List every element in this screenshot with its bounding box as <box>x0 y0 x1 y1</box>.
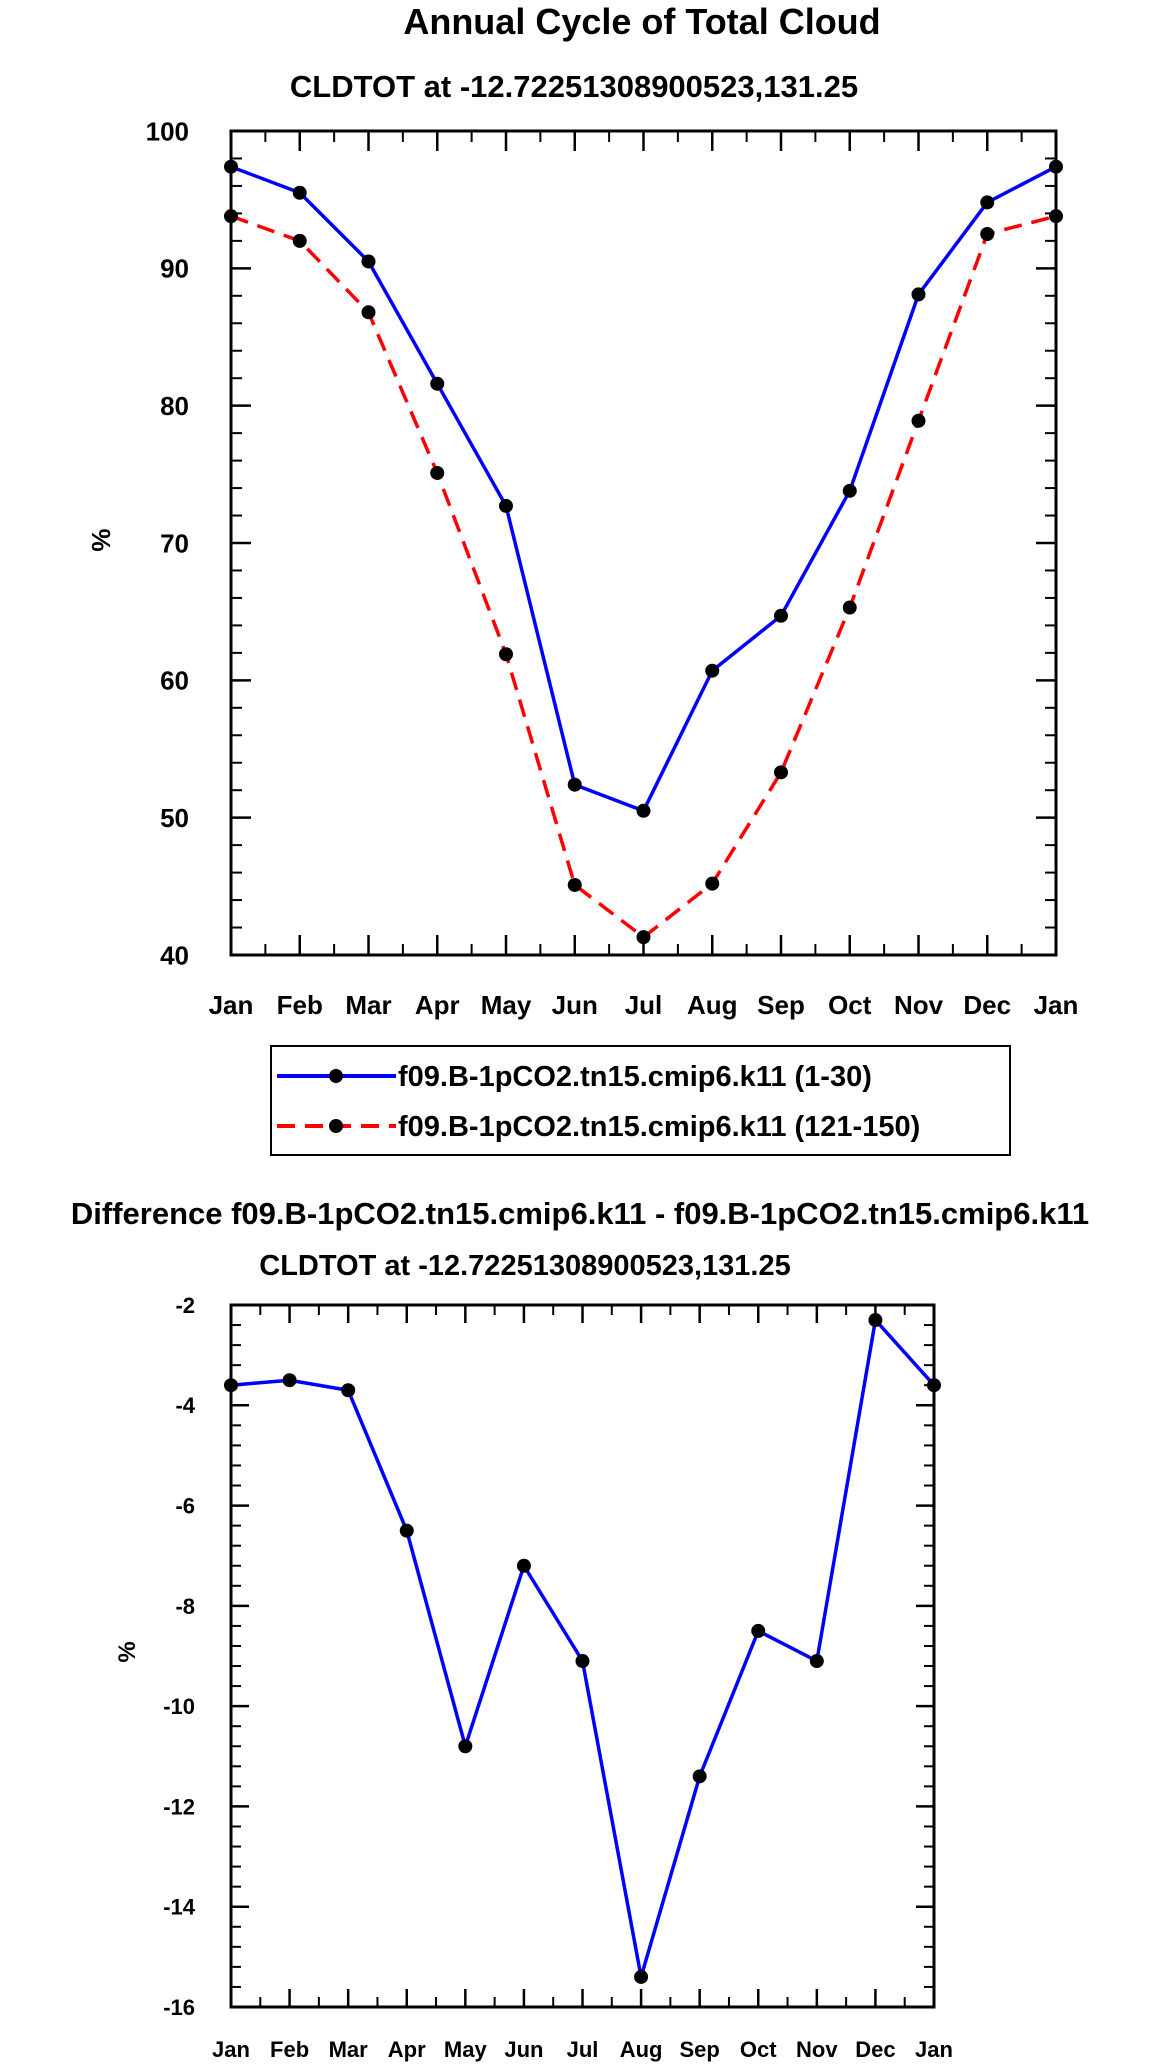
chart2-title: Difference f09.B-1pCO2.tn15.cmip6.k11 - … <box>71 1196 1089 1231</box>
chart1-series-1-point <box>499 498 513 513</box>
chart1-xtick-label: Feb <box>277 990 323 1020</box>
chart2-ytick-label: -2 <box>175 1293 195 1318</box>
legend-marker-series-1 <box>329 1069 343 1083</box>
chart1-series-2-point <box>774 765 788 780</box>
chart1-series-1-point <box>361 254 376 269</box>
chart2-ytick-label: -12 <box>163 1794 195 1819</box>
chart2-xtick-label: Feb <box>270 2037 309 2062</box>
chart2-xtick-label: Aug <box>620 2037 663 2062</box>
chart1-series-2-point <box>980 227 995 241</box>
chart1-subtitle: CLDTOT at -12.72251308900523,131.25 <box>290 69 858 104</box>
chart2-xtick-label: Nov <box>796 2037 838 2062</box>
chart2-subtitle: CLDTOT at -12.72251308900523,131.25 <box>259 1250 791 1282</box>
chart1-frame <box>229 129 1058 957</box>
chart1-series-2-point <box>842 600 857 615</box>
chart1-series-2-point <box>224 209 238 224</box>
chart1-ytick-label: 100 <box>146 116 189 146</box>
chart2-series-1-point <box>809 1654 824 1669</box>
chart2-xtick-label: Dec <box>855 2037 895 2062</box>
chart1-series-2-point <box>430 465 445 480</box>
chart2-series-1-point <box>751 1623 766 1638</box>
chart1-series-1-point <box>224 159 238 174</box>
chart1-series-2-line <box>230 214 1057 939</box>
chart2-ytick-label: -4 <box>175 1393 195 1418</box>
chart2-series-1-point <box>927 1378 941 1393</box>
chart1-xtick-label: Jan <box>209 990 254 1020</box>
chart1-series-2-point <box>705 876 720 891</box>
chart2-series-1-point <box>458 1739 473 1754</box>
chart1-xtick-label: Sep <box>757 990 805 1020</box>
chart2-series-1-point <box>634 1969 649 1984</box>
chart1-xtick-label: Jan <box>1034 990 1079 1020</box>
chart2-ytick-label: -14 <box>163 1895 196 1920</box>
chart1-ytick-label: 60 <box>160 666 189 696</box>
chart2-plot-area: Jan Feb Mar Apr May Jun Jul Aug Sep Oct Nov Dec Jan-… <box>163 1293 953 2062</box>
chart2-series-1-point <box>692 1769 707 1784</box>
chart1-ytick-label: 50 <box>160 803 189 833</box>
chart2-ytick-label: -10 <box>163 1694 195 1719</box>
chart1-ytick-label: 70 <box>160 528 189 558</box>
chart1-plot-area: Jan Feb Mar Apr May Jun Jul Aug Sep Oct Nov Dec Jan 4… <box>146 116 1079 1020</box>
chart2-series-1-point <box>516 1558 531 1573</box>
chart1-legend: f09.B-1pCO2.tn15.cmip6.k11 (1-30) f09.B-… <box>270 1045 1011 1156</box>
chart1-xtick-label: Dec <box>963 990 1011 1020</box>
chart1-series-2-point <box>636 930 651 945</box>
chart2-xtick-label: Jul <box>567 2037 599 2062</box>
legend-label-series-2: f09.B-1pCO2.tn15.cmip6.k11 (121-150) <box>398 1111 920 1143</box>
chart2-xtick-label: Jan <box>212 2037 250 2062</box>
chart1-xtick-label: Aug <box>687 990 738 1020</box>
legend-label-series-1: f09.B-1pCO2.tn15.cmip6.k11 (1-30) <box>398 1061 872 1093</box>
chart1-series-2-point <box>1049 209 1063 224</box>
chart1-series-2-point <box>361 305 376 320</box>
chart2-ytick-label: -8 <box>175 1594 195 1619</box>
chart2-ytick-label: -16 <box>163 1995 195 2020</box>
chart2-xtick-label: Oct <box>740 2037 777 2062</box>
chart1-series-1-point <box>705 663 720 678</box>
chart2-ytick-label: -6 <box>175 1493 195 1518</box>
chart1-xtick-label: Apr <box>415 990 460 1020</box>
chart2-xtick-label: Jan <box>915 2037 953 2062</box>
chart1-xtick-label: Mar <box>345 990 391 1020</box>
legend-box <box>270 1045 1011 1156</box>
chart1-series-1-point <box>911 287 926 302</box>
chart1-xtick-label: Jul <box>625 990 663 1020</box>
chart2-xtick-label: Jun <box>504 2037 543 2062</box>
chart2-xtick-label: Mar <box>329 2037 369 2062</box>
chart1-xtick-label: Jun <box>552 990 598 1020</box>
chart1-series-2-point <box>567 877 582 892</box>
chart1-title: Annual Cycle of Total Cloud <box>403 1 880 42</box>
chart2-series-1-point <box>224 1378 238 1393</box>
chart2-series-1-point <box>399 1523 414 1538</box>
chart1-series-2-point <box>292 233 307 248</box>
chart1-xtick-label: May <box>481 990 532 1020</box>
chart1-xtick-label: Nov <box>894 990 944 1020</box>
chart1-series-1-point <box>842 483 857 498</box>
legend-marker-series-2 <box>329 1119 343 1133</box>
chart1-series-1-point <box>430 376 445 391</box>
chart1-xtick-label: Oct <box>828 990 872 1020</box>
chart1-ytick-label: 40 <box>160 940 189 970</box>
chart2-series-1-point <box>282 1373 297 1388</box>
chart1-series-1-point <box>567 777 582 792</box>
chart2-xtick-label: Sep <box>679 2037 719 2062</box>
chart2-series-1-line <box>230 1318 936 1979</box>
chart2-xtick-label: Apr <box>388 2037 426 2062</box>
chart1-ytick-label: 80 <box>160 391 189 421</box>
chart2-series-1-point <box>575 1654 590 1669</box>
chart1-series-1-point <box>774 608 788 623</box>
chart1-series-1-point <box>292 185 307 200</box>
chart1-series-2-point <box>499 647 513 662</box>
chart1-ytick-label: 90 <box>160 254 189 284</box>
chart2-xtick-label: May <box>444 2037 488 2062</box>
chart1-ylabel: % <box>86 528 116 551</box>
chart1-series-1-point <box>980 195 995 210</box>
chart2-series-1-point <box>341 1383 356 1398</box>
chart2-ylabel: % <box>114 1641 141 1662</box>
chart1-series-1-line <box>230 165 1057 813</box>
chart2-series-1-point <box>868 1313 883 1328</box>
chart1-series-1-point <box>1049 159 1063 174</box>
chart1-series-2-point <box>911 413 926 428</box>
chart1-series-1-point <box>636 803 651 818</box>
